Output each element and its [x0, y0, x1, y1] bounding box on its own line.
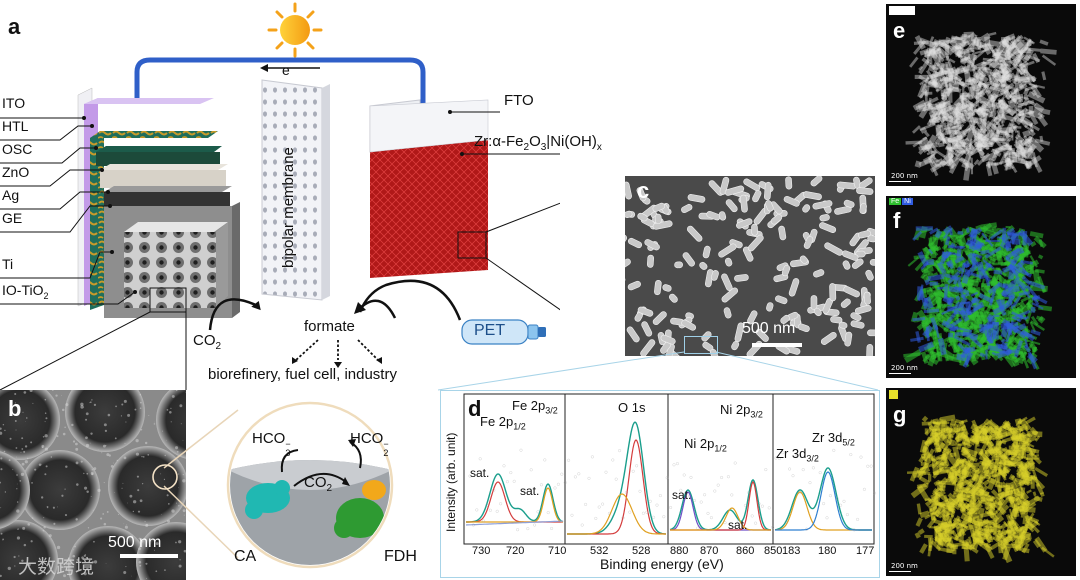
scale-label-g: 200 nm — [891, 562, 918, 570]
xps-panel — [440, 390, 880, 578]
stem-image-e — [886, 4, 1076, 186]
pet-bottle-icon — [461, 319, 546, 345]
ca-enzyme — [245, 480, 290, 519]
panel-label-a: a — [8, 14, 21, 39]
legend-zr-box — [889, 390, 898, 399]
legend-f: Fe Ni — [889, 198, 913, 205]
co2-reactant-label: CO2 — [193, 332, 222, 352]
layer-label-io-tio2: IO-TiO2 — [2, 282, 49, 301]
membrane-label: bipolar membrane — [280, 147, 297, 268]
hco2-label: HCO −2 — [350, 430, 389, 458]
panel-label-d: d — [468, 396, 482, 421]
label-sat-ni-2: sat. — [728, 518, 748, 532]
layer-label-ito: ITO — [2, 95, 26, 111]
ca-label: CA — [234, 548, 257, 565]
xps-tick-label: 720 — [506, 545, 525, 557]
fto-label: FTO — [504, 92, 534, 109]
label-zr3d52: Zr 3d5/2 — [812, 430, 855, 448]
zno-layer — [100, 164, 228, 170]
panel-label-g: g — [893, 402, 907, 427]
layer-label-htl: HTL — [2, 118, 29, 134]
io-tio2-top — [124, 222, 228, 232]
scale-label-b: 500 nm — [108, 534, 162, 551]
io-tio2-block — [124, 232, 216, 308]
label-sat-fe-2: sat. — [520, 484, 540, 498]
external-circuit-wire — [134, 57, 426, 108]
ge-layer — [104, 192, 230, 206]
xps-tick-label: 180 — [818, 545, 837, 557]
electron-label: e⁻ — [282, 62, 298, 78]
sun-icon — [267, 2, 323, 58]
xps-tick-label: 710 — [548, 545, 567, 557]
hco3-label: HCO −3 — [252, 430, 291, 458]
watermark: 大数跨境 — [18, 556, 95, 578]
panel-label-c: c — [637, 178, 650, 203]
panel-label-e: e — [893, 18, 906, 43]
panel-label-f: f — [893, 208, 901, 233]
xps-tick-label: 730 — [472, 545, 491, 557]
label-zr3d32: Zr 3d3/2 — [776, 446, 819, 464]
xps-xlabel: Binding energy (eV) — [600, 556, 724, 572]
zoom-box-c — [684, 336, 718, 354]
photoanode-label: Zr:α-Fe2O3|Ni(OH)x — [474, 133, 602, 153]
layer-label-osc: OSC — [2, 141, 33, 157]
products-label: biorefinery, fuel cell, industry — [208, 366, 397, 383]
legend-ni: Ni — [902, 198, 913, 205]
fdh-label: FDH — [384, 548, 417, 565]
formate-label: formate — [304, 318, 355, 335]
scale-bar-b — [120, 554, 178, 558]
osc-layer — [90, 131, 218, 138]
scale-bar-c — [752, 343, 802, 347]
legend-fe: Fe — [889, 198, 902, 205]
scale-label-f: 200 nm — [891, 364, 918, 372]
eds-map-f — [886, 196, 1076, 378]
label-sat-ni-1: sat. — [672, 488, 692, 502]
label-fe2p12: Fe 2p1/2 — [480, 414, 526, 432]
label-fe2p32: Fe 2p3/2 — [512, 398, 558, 416]
xps-spectra — [463, 393, 877, 545]
xps-tick-label: 532 — [590, 545, 609, 557]
eds-map-g — [886, 388, 1076, 576]
scale-label-c: 500 nm — [742, 320, 796, 337]
xps-tick-label: 528 — [632, 545, 651, 557]
panel-label-b: b — [8, 396, 22, 421]
layer-label-ge: GE — [2, 210, 23, 226]
pet-label: PET — [474, 322, 506, 339]
layer-label-zno: ZnO — [2, 164, 30, 180]
hematite-photoanode — [370, 140, 488, 278]
xps-tick-label: 860 — [736, 545, 755, 557]
label-ni2p12: Ni 2p1/2 — [684, 436, 727, 454]
xps-tick-label: 183 — [782, 545, 801, 557]
scale-label-e: 200 nm — [891, 172, 918, 180]
layer-label-ti: Ti — [2, 256, 14, 272]
fdh-enzyme — [334, 480, 386, 538]
label-sat-fe-1: sat. — [470, 466, 490, 480]
legend-haadf-box — [889, 6, 915, 15]
label-o1s: O 1s — [618, 400, 646, 415]
ag-layer — [104, 186, 232, 192]
label-ni2p32: Ni 2p3/2 — [720, 402, 763, 420]
xps-ylabel: Intensity (arb. unit) — [444, 432, 458, 532]
enzyme-zoom — [152, 401, 394, 569]
layer-label-ag: Ag — [2, 187, 20, 203]
xps-tick-label: 870 — [700, 545, 719, 557]
sem-image-c — [625, 176, 875, 356]
electron-arrow — [260, 64, 320, 72]
sem-image-b — [0, 390, 186, 580]
xps-tick-label: 177 — [856, 545, 875, 557]
xps-tick-label: 880 — [670, 545, 689, 557]
co2-intermediate-label: CO2 — [304, 474, 333, 494]
xps-tick-label: 850 — [764, 545, 783, 557]
device-schematic — [0, 2, 560, 390]
